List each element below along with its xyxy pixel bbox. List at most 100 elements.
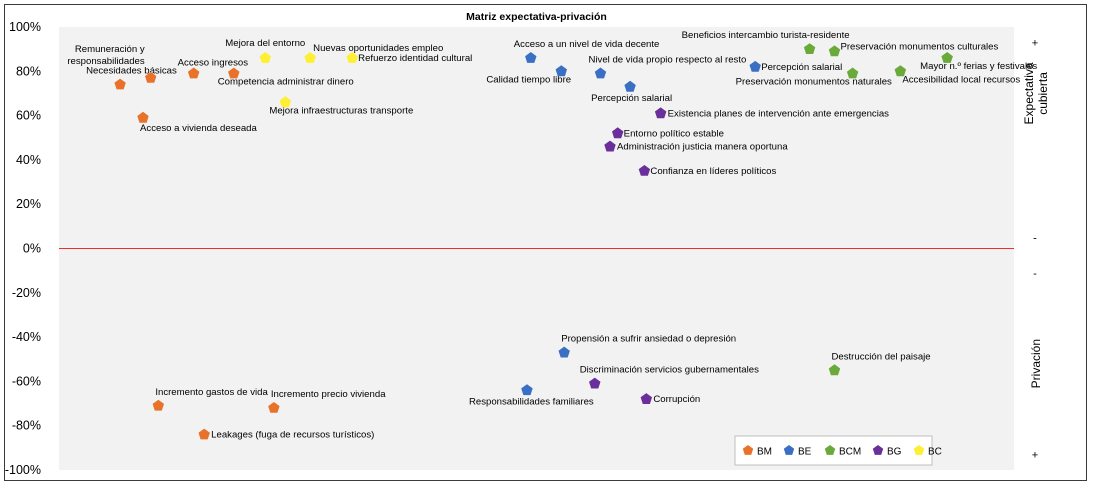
y-tick-label: 20% (16, 197, 41, 211)
svg-text:cubierta: cubierta (1036, 72, 1050, 115)
point-label: Beneficios intercambio turista-residente (682, 30, 850, 41)
legend-marker-bc (913, 445, 925, 455)
point-label: Competencia administrar dinero (218, 77, 354, 88)
y-axis-ticks: 100% 80% 60% 40% 20% 0% -20% -40% -60% -80% -100% (5, 20, 41, 477)
point-label: Incremento precio vivienda (271, 389, 386, 400)
legend-marker-bm (742, 445, 754, 455)
data-point-bm (187, 67, 200, 79)
point-label: Acceso a vivienda deseada (140, 123, 257, 134)
data-point-bcm (803, 43, 816, 54)
svg-text:Privación: Privación (1029, 339, 1043, 388)
point-label: Preservación monumentos culturales (840, 41, 998, 52)
side-sign-bottom-minus: - (1033, 268, 1037, 280)
point-label: Existencia planes de intervención ante e… (668, 108, 890, 119)
side-sign-top-minus: - (1033, 232, 1037, 244)
y-tick-label: 60% (16, 109, 41, 123)
legend-entry-bm: BM (757, 447, 772, 458)
point-label: Accesibilidad local recursos (902, 74, 1020, 85)
data-point-bg (638, 165, 651, 176)
y-tick-label: -60% (12, 374, 41, 388)
data-point-be (594, 67, 607, 79)
chart-title: Matriz expectativa-privación (466, 11, 607, 23)
point-label: Percepción salarial (591, 93, 672, 104)
side-label-expectativa: Expectativa cubierta (1022, 62, 1050, 124)
data-point-bm (152, 399, 164, 411)
data-point-bm (268, 402, 280, 413)
y-tick-label: -80% (12, 419, 41, 433)
data-point-be (555, 65, 567, 77)
point-label: Confianza en líderes políticos (650, 166, 776, 177)
point-label: Remuneración y responsabilidades (67, 44, 145, 67)
point-label: Destrucción del paisaje (831, 351, 930, 362)
data-point-bcm (941, 52, 953, 63)
data-point-bm (228, 67, 240, 79)
data-point-bg (589, 377, 601, 389)
data-points (114, 43, 953, 440)
point-label: Preservación monumentos naturales (736, 77, 892, 88)
chart-frame: Matriz expectativa-privación 100% 80% 60% 4… (4, 4, 1087, 481)
data-point-bg (640, 393, 652, 404)
side-annotations: Expectativa cubierta Privación + - - + (1022, 38, 1050, 462)
data-point-bg (604, 140, 616, 152)
data-point-bg (654, 107, 667, 119)
y-tick-label: -100% (5, 463, 41, 477)
data-point-be (558, 346, 570, 358)
point-label: Refuerzo identidad cultural (358, 53, 472, 64)
legend-marker-bcm (824, 445, 836, 455)
point-label: Propensión a sufrir ansiedad o depresión (561, 334, 736, 345)
y-tick-label: 100% (9, 20, 41, 34)
data-point-bcm (828, 364, 841, 376)
point-label: Mayor n.º ferias y festivales (920, 61, 1037, 72)
data-point-bcm (846, 67, 859, 79)
point-label: Discriminación servicios gubernamentales (580, 365, 759, 376)
data-point-bcm (828, 45, 841, 57)
y-tick-label: -20% (12, 286, 41, 300)
point-label: Corrupción (653, 394, 700, 405)
point-label: Percepción salarial (761, 62, 842, 73)
data-point-bc (259, 52, 271, 63)
point-label: Mejora del entorno (225, 38, 305, 49)
y-tick-label: 40% (16, 153, 41, 167)
side-label-privacion: Privación (1029, 339, 1043, 388)
point-label: Nuevas oportunidades empleo (313, 43, 443, 54)
point-label: Acceso ingresos (178, 58, 249, 69)
point-label: Mejora infraestructuras transporte (269, 105, 413, 116)
data-point-be (749, 60, 761, 72)
y-tick-label: -40% (12, 330, 41, 344)
point-label: Calidad tiempo libre (486, 74, 571, 85)
point-label: Leakages (fuga de recursos turísticos) (211, 430, 374, 441)
y-tick-label: 80% (16, 64, 41, 78)
data-point-bc (346, 52, 358, 63)
side-sign-bottom-plus: + (1032, 449, 1038, 461)
data-point-be (624, 80, 636, 92)
scatter-chart: Matriz expectativa-privación 100% 80% 60% 4… (5, 11, 1050, 477)
data-point-bm (145, 71, 157, 83)
data-point-bcm (894, 65, 907, 77)
legend-marker-bg (872, 445, 884, 455)
point-label: Acceso a un nivel de vida decente (514, 39, 660, 50)
data-point-bm (114, 78, 126, 90)
legend-entry-be: BE (798, 447, 812, 458)
point-label: Administración justicia manera oportuna (617, 142, 788, 153)
data-point-be (521, 384, 533, 396)
point-label: Necesidades básicas (86, 66, 177, 77)
legend: BM BE BCM BG BC (734, 435, 942, 466)
svg-text:Expectativa: Expectativa (1022, 62, 1036, 124)
legend-entry-bc: BC (928, 447, 942, 458)
legend-marker-be (783, 445, 795, 455)
data-point-bm (137, 111, 149, 123)
data-point-bg (612, 127, 624, 139)
side-sign-top-plus: + (1032, 38, 1038, 50)
point-label: Incremento gastos de vida (155, 387, 268, 398)
legend-entry-bg: BG (887, 447, 902, 458)
data-point-bm (198, 428, 210, 440)
point-label: Nivel de vida propio respecto al resto (588, 55, 746, 66)
data-point-bc (304, 52, 316, 63)
y-tick-label: 0% (23, 242, 41, 256)
data-point-bc (279, 96, 291, 108)
point-label: Entorno político estable (624, 128, 724, 139)
legend-entry-bcm: BCM (839, 447, 861, 458)
point-label: Responsabilidades familiares (469, 396, 594, 407)
data-point-be (525, 52, 537, 63)
